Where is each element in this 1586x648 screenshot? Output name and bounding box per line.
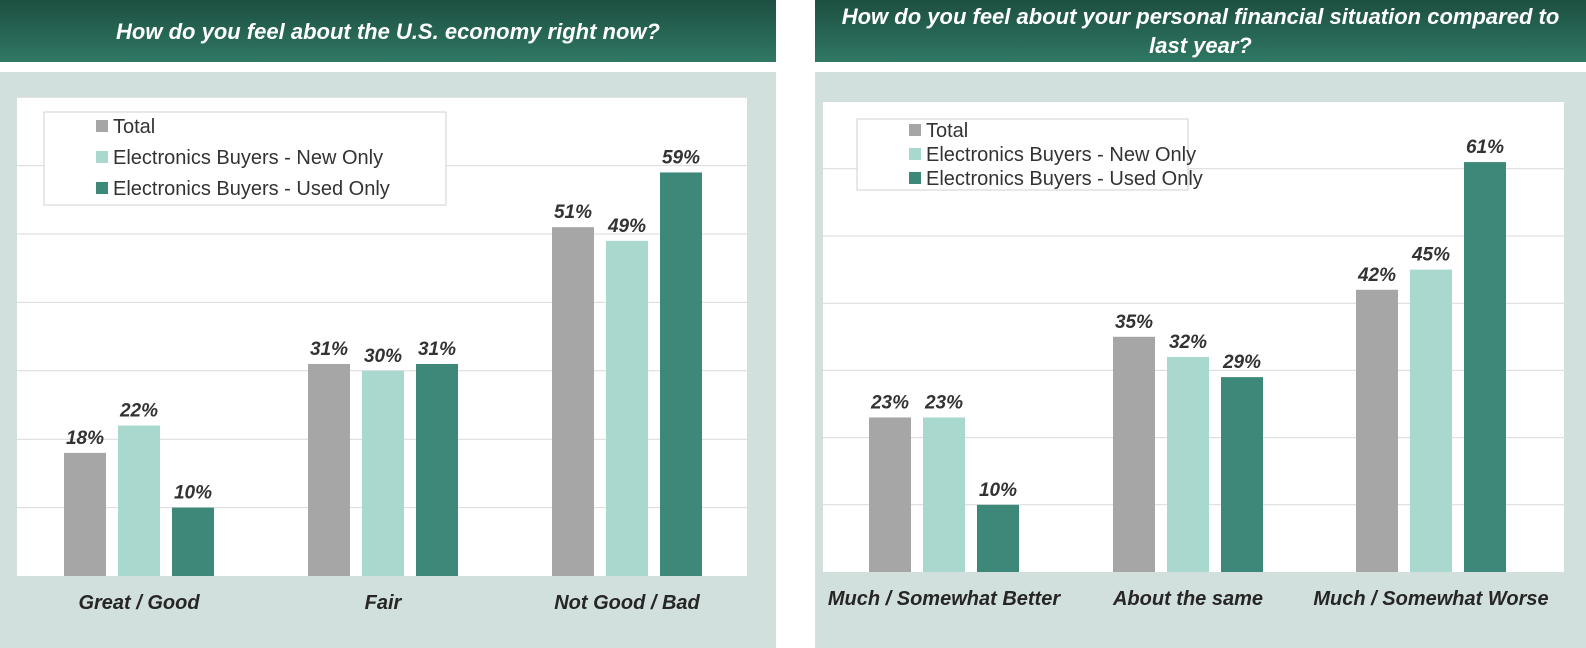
category-label: About the same (1112, 588, 1263, 610)
data-label: 59% (662, 147, 700, 168)
category-label: Much / Somewhat Better (828, 588, 1061, 610)
data-label: 10% (174, 483, 212, 504)
data-label: 35% (1115, 312, 1153, 333)
bar (1410, 269, 1452, 572)
bar (118, 425, 160, 576)
data-label: 30% (364, 346, 402, 367)
bar (869, 417, 911, 572)
finance-chart-panel: How do you feel about your personal fina… (815, 0, 1586, 648)
bar (1464, 162, 1506, 572)
category-label: Great / Good (78, 592, 200, 614)
data-label: 23% (924, 392, 963, 413)
legend-box (43, 111, 447, 206)
data-label: 32% (1169, 332, 1207, 353)
bar (1221, 377, 1263, 572)
bar (1167, 356, 1209, 572)
legend-label: Total (926, 120, 968, 142)
data-label: 49% (607, 216, 646, 237)
legend-swatch (96, 182, 108, 194)
legend-swatch (909, 124, 921, 136)
legend-label: Electronics Buyers - Used Only (926, 168, 1203, 190)
data-label: 61% (1466, 137, 1504, 158)
finance-bar-chart: 23% 23% 10% Much / Somewhat Better 35% 32% 29%… (823, 102, 1564, 610)
data-label: 45% (1411, 245, 1450, 266)
legend-label: Electronics Buyers - New Only (926, 144, 1196, 166)
data-label: 22% (119, 401, 158, 422)
bar (660, 172, 702, 576)
bar (606, 240, 648, 576)
legend-swatch (96, 120, 108, 132)
category-label: Not Good / Bad (554, 592, 700, 614)
legend-swatch (96, 151, 108, 163)
legend-label: Electronics Buyers - Used Only (113, 178, 390, 200)
category-label: Fair (365, 592, 403, 614)
bar (1356, 289, 1398, 572)
legend-label: Electronics Buyers - New Only (113, 147, 383, 169)
bar (977, 504, 1019, 572)
data-label: 42% (1357, 265, 1396, 286)
data-label: 31% (418, 339, 456, 360)
data-label: 31% (310, 339, 348, 360)
bar (416, 363, 458, 576)
finance-chart-title: How do you feel about your personal fina… (815, 0, 1586, 62)
economy-chart-panel: How do you feel about the U.S. economy r… (0, 0, 776, 648)
data-label: 18% (66, 428, 104, 449)
bar (923, 417, 965, 572)
data-label: 10% (979, 480, 1017, 501)
economy-bar-chart: 18% 22% 10% Great / Good 31% 30% 31% Fair 51% 49%… (17, 96, 747, 614)
legend-label: Total (113, 116, 155, 138)
legend-swatch (909, 172, 921, 184)
bar (172, 507, 214, 576)
bar (64, 452, 106, 576)
data-label: 23% (870, 392, 909, 413)
economy-chart-title: How do you feel about the U.S. economy r… (0, 0, 776, 62)
data-label: 29% (1222, 352, 1261, 373)
bar (362, 370, 404, 576)
legend-swatch (909, 148, 921, 160)
data-label: 51% (554, 202, 592, 223)
category-label: Much / Somewhat Worse (1313, 588, 1548, 610)
bar (552, 227, 594, 576)
bar (308, 363, 350, 576)
bar (1113, 336, 1155, 572)
